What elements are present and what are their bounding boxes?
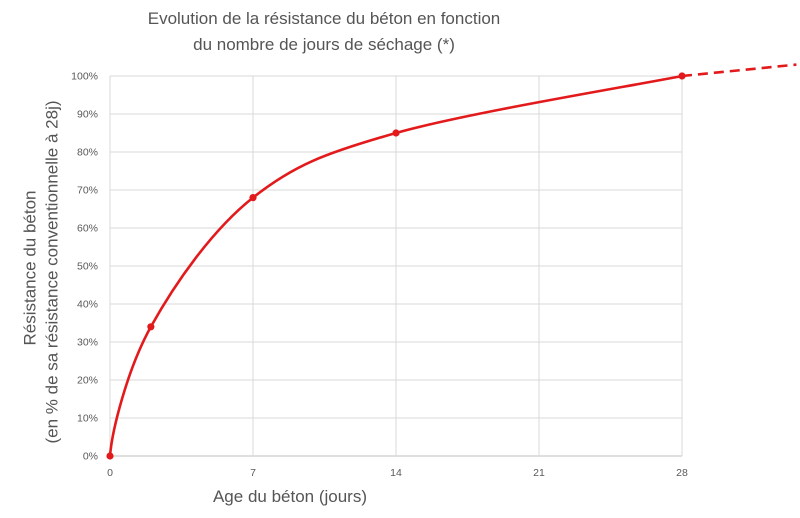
y-tick-label: 30%: [77, 337, 98, 349]
extrapolation-line: [681, 63, 797, 78]
data-point: [147, 323, 155, 331]
x-tick-label: 28: [676, 467, 688, 479]
y-tick-label: 10%: [77, 413, 98, 425]
y-tick-label: 80%: [77, 147, 98, 159]
y-tick-label: 90%: [77, 109, 98, 121]
y-tick-label: 100%: [71, 71, 98, 83]
chart-subtitle: du nombre de jours de séchage (*): [193, 35, 455, 54]
data-point: [678, 72, 686, 80]
data-point: [106, 452, 114, 460]
x-tick-label: 14: [390, 467, 402, 479]
x-tick-label: 21: [533, 467, 545, 479]
y-tick-label: 0%: [83, 451, 98, 463]
x-axis-title: Age du béton (jours): [212, 487, 368, 506]
x-tick-label: 0: [107, 467, 113, 479]
chart-title: Evolution de la résistance du béton en f…: [147, 9, 501, 28]
data-point: [392, 129, 400, 137]
data-point: [249, 194, 257, 202]
y-tick-label: 40%: [77, 299, 98, 311]
y-tick-label: 60%: [77, 223, 98, 235]
y-tick-label: 20%: [77, 375, 98, 387]
series-line: [108, 74, 684, 458]
x-tick-label: 7: [250, 467, 256, 479]
y-tick-label: 70%: [77, 185, 98, 197]
y-tick-label: 50%: [77, 261, 98, 273]
